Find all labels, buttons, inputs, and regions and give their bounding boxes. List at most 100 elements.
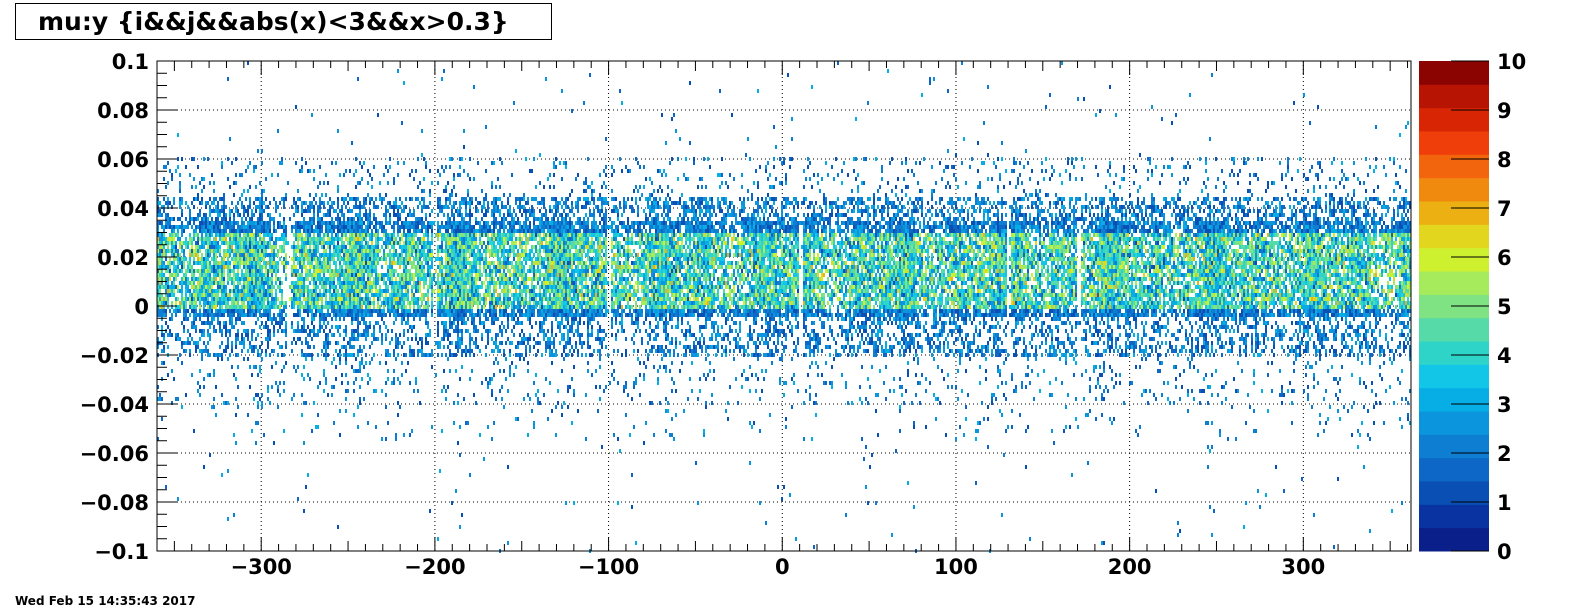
heatmap-cell <box>217 229 219 233</box>
heatmap-cell <box>231 237 233 241</box>
heatmap-cell <box>411 213 413 217</box>
heatmap-cell <box>255 257 257 261</box>
heatmap-cell <box>297 281 299 285</box>
heatmap-cell <box>225 265 227 269</box>
heatmap-cell <box>157 273 159 277</box>
heatmap-cell <box>305 257 307 261</box>
heatmap-cell <box>199 309 201 313</box>
heatmap-cell <box>205 285 207 289</box>
heatmap-cell <box>365 313 367 317</box>
heatmap-cell <box>411 237 413 241</box>
heatmap-cell <box>459 233 461 237</box>
heatmap-cell <box>229 225 231 229</box>
heatmap-cell <box>327 213 329 217</box>
heatmap-cell <box>399 285 401 289</box>
heatmap-cell <box>463 253 465 257</box>
heatmap-cell <box>257 301 259 305</box>
heatmap-cell <box>441 429 443 433</box>
heatmap-cell <box>363 297 365 301</box>
heatmap-cell <box>451 265 453 269</box>
heatmap-cell <box>395 269 397 273</box>
heatmap-cell <box>479 257 481 261</box>
heatmap-cell <box>357 285 359 289</box>
heatmap-cell <box>293 329 295 333</box>
heatmap-cell <box>167 297 169 301</box>
heatmap-cell <box>483 305 485 309</box>
heatmap-cell <box>177 309 179 313</box>
heatmap-cell <box>441 269 443 273</box>
heatmap-cell <box>387 253 389 257</box>
heatmap-cell <box>237 249 239 253</box>
heatmap-cell <box>479 221 481 225</box>
heatmap-cell <box>271 261 273 265</box>
heatmap-cell <box>365 337 367 341</box>
heatmap-cell <box>449 321 451 325</box>
heatmap-cell <box>347 229 349 233</box>
heatmap-cell <box>393 213 395 217</box>
heatmap-cell <box>295 237 297 241</box>
heatmap-cell <box>385 313 387 317</box>
heatmap-cell <box>175 333 177 337</box>
heatmap-cell <box>213 221 215 225</box>
heatmap-cell <box>333 257 335 261</box>
heatmap-cell <box>213 265 215 269</box>
heatmap-cell <box>331 317 333 321</box>
heatmap-cell <box>195 185 197 189</box>
heatmap-cell <box>323 273 325 277</box>
heatmap-cell <box>257 281 259 285</box>
heatmap-cell <box>265 225 267 229</box>
heatmap-cell <box>279 249 281 253</box>
heatmap-cell <box>377 277 379 281</box>
heatmap-cell <box>451 313 453 317</box>
heatmap-cell <box>303 441 305 445</box>
heatmap-cell <box>315 241 317 245</box>
heatmap-cell <box>401 361 403 365</box>
heatmap-cell <box>397 413 399 417</box>
heatmap-cell <box>407 289 409 293</box>
heatmap-cell <box>435 233 437 237</box>
heatmap-cell <box>335 269 337 273</box>
heatmap-cell <box>439 293 441 297</box>
heatmap-cell <box>285 345 287 349</box>
heatmap-cell <box>341 265 343 269</box>
heatmap-cell <box>395 345 397 349</box>
heatmap-cell <box>253 201 255 205</box>
heatmap-cell <box>325 285 327 289</box>
heatmap-cell <box>429 257 431 261</box>
heatmap-cell <box>469 305 471 309</box>
heatmap-cell <box>445 301 447 305</box>
heatmap-cell <box>313 281 315 285</box>
heatmap-cell <box>215 289 217 293</box>
heatmap-cell <box>403 305 405 309</box>
heatmap-cell <box>163 197 165 201</box>
heatmap-cell <box>333 293 335 297</box>
heatmap-cell <box>463 261 465 265</box>
heatmap-cell <box>199 209 201 213</box>
heatmap-cell <box>409 269 411 273</box>
heatmap-cell <box>357 309 359 313</box>
heatmap-cell <box>419 349 421 353</box>
heatmap-cell <box>425 309 427 313</box>
heatmap-cell <box>487 201 489 205</box>
heatmap-cell <box>419 253 421 257</box>
heatmap-cell <box>199 277 201 281</box>
heatmap-cell <box>213 281 215 285</box>
heatmap-cell <box>453 421 455 425</box>
heatmap-cell <box>473 265 475 269</box>
heatmap-cell <box>431 425 433 429</box>
heatmap-cell <box>403 81 405 85</box>
heatmap-cell <box>359 301 361 305</box>
heatmap-cell <box>349 285 351 289</box>
heatmap-cell <box>481 305 483 309</box>
heatmap-cell <box>493 233 495 237</box>
heatmap-cell <box>229 277 231 281</box>
heatmap-cell <box>251 233 253 237</box>
heatmap-cell <box>259 269 261 273</box>
heatmap-cell <box>255 305 257 309</box>
heatmap-cell <box>237 241 239 245</box>
heatmap-cell <box>457 329 459 333</box>
heatmap-cell <box>329 269 331 273</box>
heatmap-cell <box>301 221 303 225</box>
heatmap-cell <box>265 293 267 297</box>
heatmap-cell <box>399 217 401 221</box>
